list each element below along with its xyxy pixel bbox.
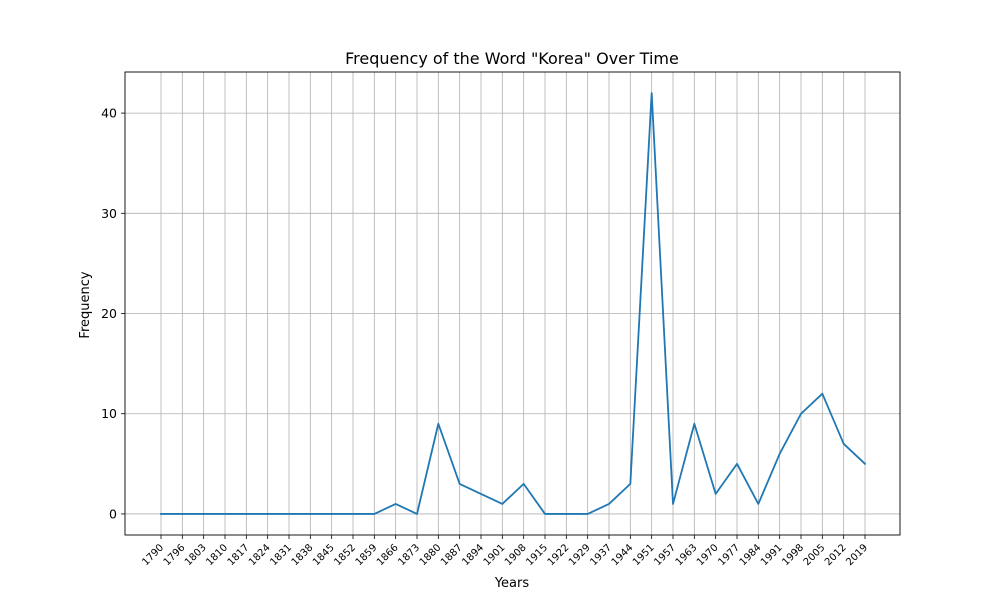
y-axis-label: Frequency: [78, 271, 93, 338]
series-line: [160, 92, 867, 515]
x-axis-label: Years: [494, 576, 530, 591]
plot-frame: [124, 71, 901, 536]
grid-lines: [125, 72, 900, 535]
chart-title: Frequency of the Word "Korea" Over Time: [345, 49, 679, 68]
labels: Frequency of the Word "Korea" Over Time …: [78, 49, 679, 591]
y-tick-label: 0: [109, 506, 117, 521]
y-tick-label: 10: [101, 406, 117, 421]
y-tick-label: 30: [101, 206, 117, 221]
y-tick-label: 20: [101, 306, 117, 321]
series-layer: [160, 92, 867, 515]
y-tick-label: 40: [101, 106, 117, 121]
